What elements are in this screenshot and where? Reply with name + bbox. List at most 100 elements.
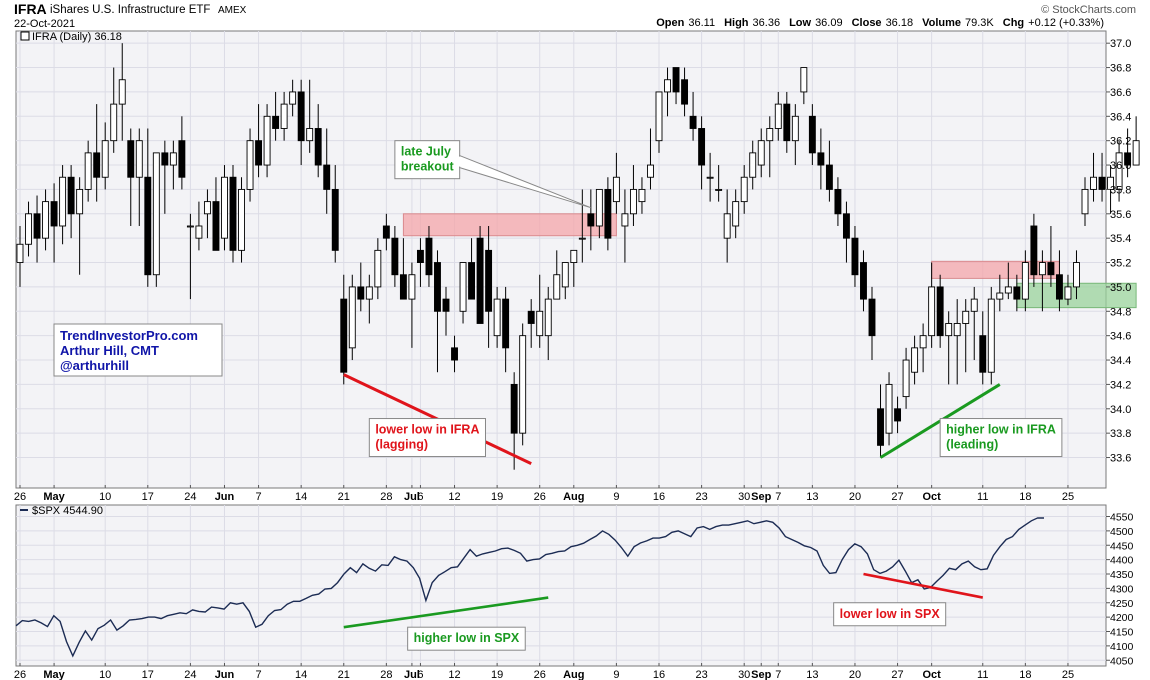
- spx-x-tick-label: 21: [338, 669, 350, 680]
- branding-line-1: TrendInvestorPro.com: [60, 328, 198, 343]
- price-x-tick-label: 19: [491, 491, 503, 503]
- price-x-tick-label: 10: [99, 491, 111, 503]
- candle-down: [672, 67, 680, 93]
- price-x-tick-label: 27: [891, 491, 903, 503]
- candle-down: [391, 237, 399, 276]
- candle-up: [59, 176, 67, 227]
- spx-annotations: higher low in SPX lower low in SPX: [407, 602, 947, 651]
- branding-box: TrendInvestorPro.com Arthur Hill, CMT @a…: [53, 323, 223, 377]
- candle-down: [1047, 262, 1055, 276]
- spx-y-tick-label: 4250: [1110, 598, 1134, 610]
- price-annotation-text: late July: [401, 145, 451, 159]
- candle-down: [212, 201, 220, 251]
- candle-up: [118, 79, 126, 105]
- candle-down: [817, 152, 825, 166]
- candle-up: [749, 152, 757, 178]
- candle-down: [127, 140, 135, 178]
- price-y-tick-label: 35.8: [1110, 184, 1131, 196]
- candle-up: [1081, 188, 1089, 215]
- candle-down: [357, 286, 365, 300]
- candle-up: [885, 383, 893, 434]
- spx-x-tick-label: Aug: [563, 669, 584, 680]
- quote-label-volume: Volume: [922, 17, 961, 29]
- spx-y-tick-label: 4300: [1110, 583, 1134, 595]
- exchange-label: AMEX: [218, 5, 247, 16]
- candle-up: [186, 225, 194, 228]
- price-y-tick-label: 34.0: [1110, 404, 1131, 416]
- spx-x-tick-label: 23: [695, 669, 707, 680]
- price-x-tick-label: 18: [1019, 491, 1031, 503]
- candle-down: [161, 152, 169, 166]
- price-x-tick-label: 17: [142, 491, 154, 503]
- candle-down: [681, 79, 689, 105]
- price-x-tick-label: May: [43, 491, 65, 503]
- price-y-tick-label: 33.6: [1110, 453, 1131, 465]
- spx-x-tick-label: 6: [417, 669, 423, 680]
- candle-up: [987, 298, 995, 373]
- candle-up: [553, 274, 561, 300]
- candle-up: [570, 249, 578, 263]
- candle-down: [229, 176, 237, 251]
- quote-value-low: 36.09: [815, 17, 843, 29]
- candle-up: [757, 140, 765, 166]
- spx-red-trendline: [863, 572, 984, 599]
- candle-up: [732, 201, 740, 227]
- candle-up: [152, 152, 160, 276]
- price-y-tick-label: 36.8: [1110, 63, 1131, 75]
- candle-up: [408, 274, 416, 300]
- spx-x-tick-label: 18: [1019, 669, 1031, 680]
- candle-up: [996, 292, 1004, 300]
- candle-down: [255, 140, 263, 166]
- price-y-tick-label: 34.2: [1110, 379, 1131, 391]
- price-legend-swatch: [20, 31, 30, 41]
- spx-x-tick-label: May: [43, 669, 65, 680]
- candle-down: [331, 188, 339, 251]
- price-x-tick-label: 6: [417, 491, 423, 503]
- candle-up: [715, 188, 723, 191]
- candle-up: [42, 201, 50, 239]
- candle-up: [76, 188, 84, 215]
- candle-up: [493, 298, 501, 337]
- candle-down: [416, 249, 424, 263]
- quote-value-open: 36.11: [688, 17, 715, 29]
- candle-down: [1098, 176, 1106, 190]
- spx-gridlines: [16, 505, 1106, 666]
- candle-up: [306, 128, 314, 142]
- price-x-tick-label: 26: [14, 491, 26, 503]
- candle-up: [135, 140, 143, 178]
- quote-label-open: Open: [656, 17, 684, 29]
- candle-up: [928, 286, 936, 337]
- spx-y-tick-label: 4150: [1110, 627, 1134, 639]
- candle-down: [399, 274, 407, 300]
- candle-up: [110, 103, 118, 142]
- candle-down: [272, 115, 280, 129]
- candle-up: [519, 335, 527, 434]
- candle-down: [93, 152, 101, 178]
- spx-y-tick-label: 4350: [1110, 569, 1134, 581]
- candle-up: [1073, 262, 1080, 288]
- candle-down: [979, 335, 987, 373]
- price-annotation-box: [939, 418, 1063, 458]
- candle-down: [825, 164, 833, 190]
- candle-up: [740, 176, 748, 203]
- candle-up: [578, 237, 586, 240]
- candle-down: [434, 262, 441, 312]
- candle-up: [1132, 140, 1140, 166]
- price-x-tick-label: 30: [738, 491, 750, 503]
- candle-down: [50, 201, 58, 227]
- price-x-tick-label: 28: [380, 491, 392, 503]
- price-annotation-text: (lagging): [375, 438, 428, 452]
- price-x-tick-label: Aug: [563, 491, 584, 503]
- candle-down: [323, 164, 331, 190]
- candle-down: [587, 213, 595, 227]
- quote-label-chg: Chg: [1003, 17, 1024, 29]
- candle-down: [604, 188, 612, 239]
- candle-up: [612, 176, 620, 203]
- candle-up: [647, 164, 654, 178]
- price-x-tick-label: 9: [613, 491, 619, 503]
- candles: [16, 43, 1140, 470]
- candle-down: [808, 115, 816, 154]
- price-y-axis: 33.6 33.8 34.0 34.2 34.4 34.6 34.8 35.0 35.2 35.4…: [1106, 38, 1131, 465]
- candle-up: [1115, 152, 1123, 190]
- candle-up: [1090, 176, 1097, 190]
